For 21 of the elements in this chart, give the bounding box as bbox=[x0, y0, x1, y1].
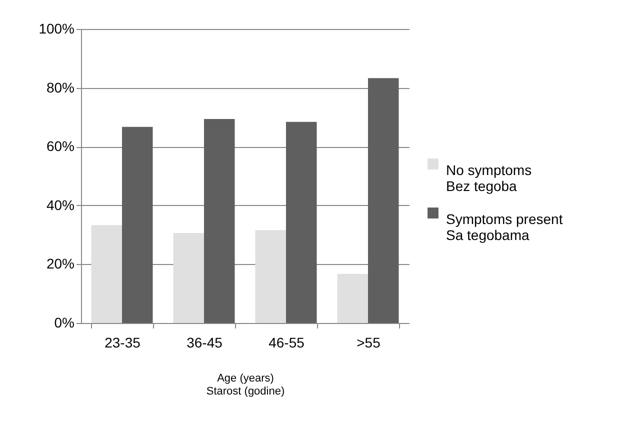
bar bbox=[368, 78, 399, 323]
bar bbox=[173, 233, 204, 323]
bar bbox=[255, 230, 286, 323]
x-tick-label: 46-55 bbox=[268, 334, 305, 350]
bar bbox=[204, 118, 235, 323]
x-tick-label: 36-45 bbox=[186, 334, 223, 350]
bar bbox=[337, 274, 368, 323]
legend-label: No symptoms Bez tegoba bbox=[446, 162, 532, 194]
legend-label: Symptoms present Sa tegobama bbox=[446, 211, 563, 243]
bar bbox=[91, 225, 122, 323]
y-tick-label: 0% bbox=[54, 314, 74, 330]
y-tick-label: 20% bbox=[46, 256, 74, 272]
y-tick-label: 60% bbox=[46, 138, 74, 154]
y-tick-label: 40% bbox=[46, 196, 74, 213]
x-tick-label: 23-35 bbox=[104, 334, 141, 350]
x-tick-label: >55 bbox=[356, 334, 381, 350]
y-tick-label: 80% bbox=[46, 79, 74, 96]
bar bbox=[286, 122, 317, 323]
x-axis-title: Age (years) Starost (godine) bbox=[206, 372, 285, 398]
y-tick-label: 100% bbox=[38, 20, 74, 36]
bar bbox=[122, 126, 153, 323]
